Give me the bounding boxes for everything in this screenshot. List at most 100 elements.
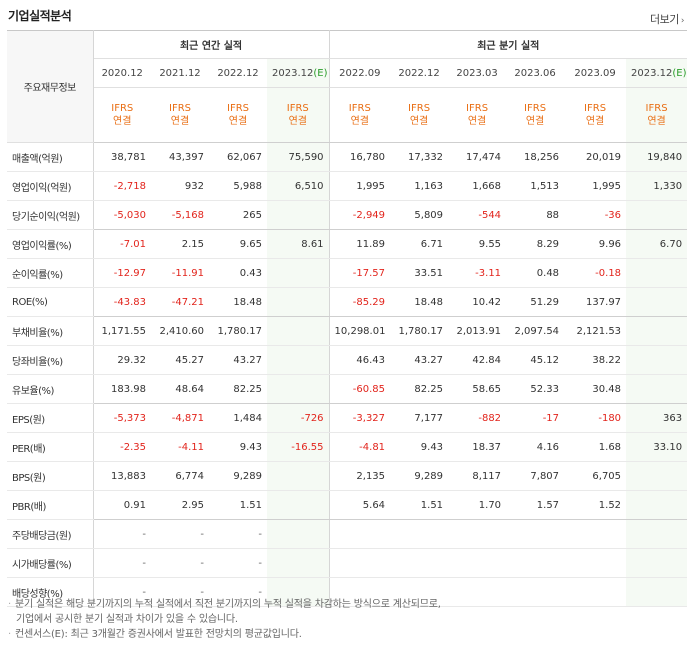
table-cell: 2,135 xyxy=(329,461,391,491)
table-cell: 9.43 xyxy=(390,432,449,462)
table-cell: 2,121.53 xyxy=(564,316,627,346)
table-cell: 6.70 xyxy=(626,229,688,259)
table-cell: - xyxy=(93,548,151,578)
table-row: 배당성향(%) - - - xyxy=(7,577,688,607)
row-label: 순이익률(%) xyxy=(7,258,94,288)
table-cell: 137.97 xyxy=(564,287,627,317)
table-cell: 45.12 xyxy=(506,345,565,375)
table-cell: -36 xyxy=(564,200,627,230)
ifrs-label: IFRS xyxy=(227,103,249,114)
ifrs-header: IFRS 연결 xyxy=(151,87,209,143)
financial-table-body: 매출액(억원) 38,781 43,397 62,067 75,590 16,780 17,… xyxy=(7,142,688,607)
table-cell: -43.83 xyxy=(93,287,151,317)
table-cell: 1,668 xyxy=(448,171,507,201)
consolidated-label: 연결 xyxy=(113,116,132,127)
table-cell xyxy=(626,490,688,520)
row-label: 부채비율(%) xyxy=(7,316,94,346)
table-cell: 82.25 xyxy=(209,374,267,404)
row-label: 시가배당률(%) xyxy=(7,548,94,578)
table-cell xyxy=(626,461,688,491)
consolidated-label: 연결 xyxy=(585,116,605,127)
table-cell: - xyxy=(209,548,267,578)
table-cell: -5,168 xyxy=(151,200,209,230)
table-cell: 9.55 xyxy=(448,229,507,259)
period-header: 2023.12(E) xyxy=(267,58,330,88)
row-label: 유보율(%) xyxy=(7,374,94,404)
table-cell xyxy=(626,287,688,317)
row-label: 주당배당금(원) xyxy=(7,519,94,549)
row-label: PBR(배) xyxy=(7,490,94,520)
more-link[interactable]: 더보기 › xyxy=(650,11,685,27)
table-cell: 2.15 xyxy=(151,229,209,259)
table-cell: 1.68 xyxy=(564,432,627,462)
table-cell: 8,117 xyxy=(448,461,507,491)
table-cell xyxy=(329,519,391,549)
period-header: 2022.12 xyxy=(209,58,267,88)
table-cell: 1,780.17 xyxy=(390,316,449,346)
table-cell: 6,705 xyxy=(564,461,627,491)
period-header: 2023.12(E) xyxy=(626,58,688,88)
table-cell: 30.48 xyxy=(564,374,627,404)
table-cell: 1.51 xyxy=(209,490,267,520)
table-cell: -4,871 xyxy=(151,403,209,433)
table-cell: - xyxy=(93,577,151,607)
table-row: PBR(배) 0.91 2.95 1.51 5.64 1.51 1.70 1.57 1.52 xyxy=(7,490,688,520)
table-cell xyxy=(267,345,330,375)
table-cell xyxy=(267,577,330,607)
ifrs-header: IFRS 연결 xyxy=(93,87,151,143)
table-cell: -17.57 xyxy=(329,258,391,288)
period-label: 2023.12 xyxy=(631,67,673,79)
table-cell: 1,330 xyxy=(626,171,688,201)
table-cell: 1.57 xyxy=(506,490,565,520)
consolidated-label: 연결 xyxy=(288,116,307,127)
table-cell: - xyxy=(209,519,267,549)
table-row: 순이익률(%) -12.97 -11.91 0.43 -17.57 33.51 -3.11 0… xyxy=(7,258,688,288)
table-cell: 6,510 xyxy=(267,171,330,201)
table-cell: 6.71 xyxy=(390,229,449,259)
table-cell: 82.25 xyxy=(390,374,449,404)
table-row: 영업이익률(%) -7.01 2.15 9.65 8.61 11.89 6.71 9.55 8.… xyxy=(7,229,688,259)
table-cell xyxy=(626,258,688,288)
table-cell xyxy=(329,548,391,578)
table-cell: 38,781 xyxy=(93,142,151,172)
table-cell: 9.43 xyxy=(209,432,267,462)
table-cell: - xyxy=(209,577,267,607)
table-cell xyxy=(448,519,507,549)
table-row: EPS(원) -5,373 -4,871 1,484 -726 -3,327 7,177 -8… xyxy=(7,403,688,433)
table-cell: 48.64 xyxy=(151,374,209,404)
row-label: ROE(%) xyxy=(7,287,94,317)
table-cell: 17,332 xyxy=(390,142,449,172)
table-cell: 29.32 xyxy=(93,345,151,375)
table-cell xyxy=(267,490,330,520)
table-row: 당좌비율(%) 29.32 45.27 43.27 46.43 43.27 42.84 45.… xyxy=(7,345,688,375)
footnote-2: · 컨센서스(E): 최근 3개월간 증권사에서 발표한 전망치의 평균값입니다. xyxy=(8,629,302,640)
table-cell xyxy=(564,519,627,549)
ifrs-header: IFRS 연결 xyxy=(448,87,507,143)
period-label: 2020.12 xyxy=(101,67,143,79)
consolidated-label: 연결 xyxy=(350,116,369,127)
ifrs-label: IFRS xyxy=(111,103,134,114)
annual-group-header: 최근 연간 실적 xyxy=(93,30,330,59)
table-cell: 88 xyxy=(506,200,565,230)
table-cell xyxy=(506,577,565,607)
table-cell: 43.27 xyxy=(209,345,267,375)
table-cell xyxy=(448,548,507,578)
table-cell: 8.29 xyxy=(506,229,565,259)
table-cell: 33.10 xyxy=(626,432,688,462)
period-label: 2023.03 xyxy=(456,67,498,79)
table-cell: -2.35 xyxy=(93,432,151,462)
table-cell: -180 xyxy=(564,403,627,433)
table-cell xyxy=(267,519,330,549)
table-cell: -17 xyxy=(506,403,565,433)
table-cell xyxy=(267,316,330,346)
table-cell: 52.33 xyxy=(506,374,565,404)
ifrs-label: IFRS xyxy=(466,103,489,114)
period-label: 2022.09 xyxy=(339,67,381,79)
table-cell: -11.91 xyxy=(151,258,209,288)
bullet-icon: · xyxy=(8,599,11,610)
table-cell xyxy=(267,461,330,491)
row-label: EPS(원) xyxy=(7,403,94,433)
table-cell: 1,780.17 xyxy=(209,316,267,346)
table-row: 당기순이익(억원) -5,030 -5,168 265 -2,949 5,809 -544 8… xyxy=(7,200,688,230)
table-cell xyxy=(564,577,627,607)
